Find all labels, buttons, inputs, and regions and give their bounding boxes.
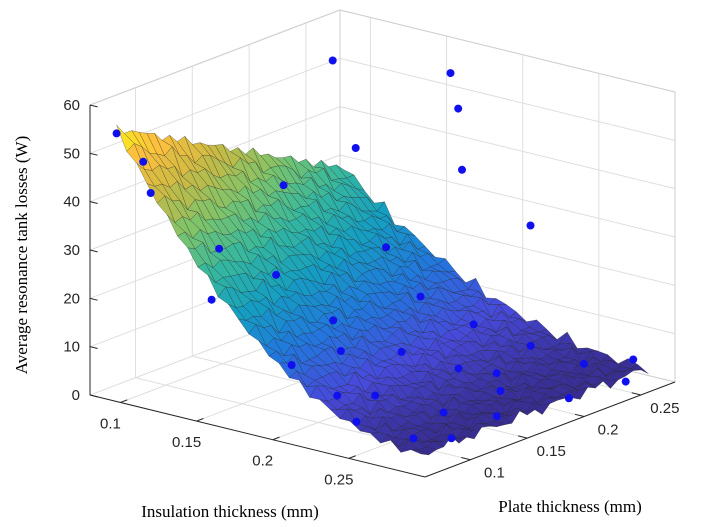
data-point [287,361,296,369]
x-axis-line [89,394,426,478]
data-point [458,165,466,174]
z-tick [89,394,98,398]
z-tick [89,249,98,253]
data-point [454,364,463,373]
grid-line [339,57,676,141]
data-point [409,434,418,443]
data-point [382,243,391,252]
y-tick-label: 0.25 [650,400,679,417]
data-point [329,316,338,325]
grid-line [339,202,676,286]
data-point [621,377,630,386]
data-point [351,144,360,152]
data-point [564,394,573,403]
x-tick-label: 0.1 [100,415,121,432]
z-tick [89,104,98,108]
data-point [416,292,425,301]
x-tick [348,455,356,459]
grid-line [339,154,676,238]
data-point [352,417,361,426]
y-tick [631,392,642,396]
data-point [333,391,342,400]
data-point [336,347,345,355]
data-point [526,341,535,350]
data-point [397,347,406,356]
data-point [629,355,638,364]
data-point [439,408,448,417]
y-tick-label: 0.2 [598,422,619,439]
data-point [139,157,148,166]
z-tick-label: 20 [63,290,80,307]
grid-line [339,106,676,190]
data-point [146,189,155,197]
data-point [328,56,337,65]
z-tick-label: 60 [63,97,80,114]
z-tick-label: 0 [72,387,80,404]
y-tick [518,435,528,439]
z-tick [89,346,98,350]
data-point [215,244,224,253]
z-tick [89,201,98,205]
box-edge [339,9,676,93]
data-point [207,295,216,304]
x-tick-label: 0.25 [324,471,353,488]
data-point [492,369,501,378]
x-tick [120,399,128,403]
data-point [279,181,288,190]
y-tick-label: 0.1 [484,465,505,482]
z-tick-label: 30 [63,242,80,259]
z-tick-label: 50 [63,145,80,162]
x-tick [196,418,204,422]
x-axis-label: Insulation thickness (mm) [141,502,319,521]
box-edge [89,9,341,106]
z-axis-label: Average resonance tank losses (W) [12,136,31,375]
surface-patch [410,449,429,456]
x-tick-label: 0.2 [252,453,273,470]
y-tick [461,457,471,461]
y-tick [574,413,585,418]
x-tick-label: 0.15 [172,434,201,451]
data-point [371,391,380,400]
data-point [272,270,281,279]
data-point [492,412,501,421]
z-tick-label: 10 [63,339,80,356]
data-point [454,104,463,113]
z-tick [89,152,98,156]
data-point [112,129,121,138]
data-point [496,386,505,395]
data-point [526,221,535,230]
z-tick-label: 40 [63,194,80,211]
data-point [469,320,478,329]
data-point [447,434,456,443]
y-axis-line [424,381,676,478]
data-point [579,359,588,368]
y-axis-label: Plate thickness (mm) [498,497,642,516]
y-tick-label: 0.15 [537,443,566,460]
x-tick [272,436,280,441]
data-point [446,69,455,78]
z-tick [89,297,98,301]
